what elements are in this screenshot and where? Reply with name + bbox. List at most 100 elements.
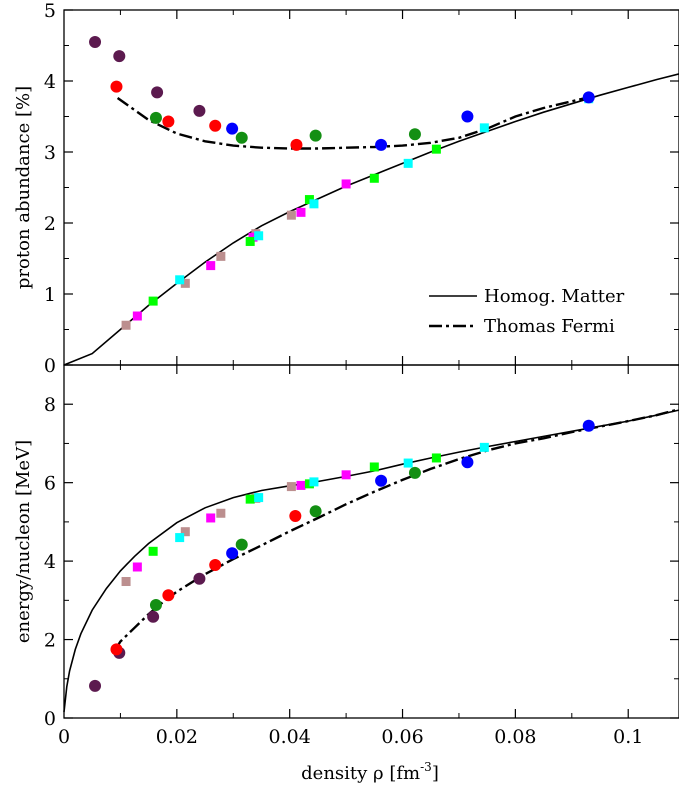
chart-panel-bottom: 0 2 4 6 8 0 0.02 0.04 0.06 0.08 0.1 energy/nucleon … — [13, 364, 679, 748]
legend-label: Homog. Matter — [484, 286, 625, 307]
y-axis-label: energy/nucleon [MeV] — [13, 440, 34, 643]
circle-marker — [461, 110, 474, 123]
square-marker — [254, 231, 264, 241]
circle-marker — [149, 599, 162, 612]
y-tick-label: 1 — [44, 284, 56, 306]
plot-frame — [63, 364, 679, 719]
circle-marker — [408, 466, 421, 479]
square-marker — [132, 311, 142, 321]
circle-marker — [226, 547, 239, 560]
x-tick-label: 0.08 — [494, 726, 536, 748]
square-marker — [304, 195, 314, 205]
circle-marker — [375, 138, 388, 151]
circle-marker — [309, 129, 322, 142]
circle-marker — [235, 131, 248, 144]
circle-marker — [461, 456, 474, 469]
square-marker — [341, 179, 351, 189]
thomas-fermi-line — [116, 96, 589, 150]
y-tick-label: 3 — [44, 142, 56, 164]
square-marker — [369, 173, 379, 183]
circle-marker — [209, 559, 222, 572]
circle-marker — [375, 474, 388, 487]
square-marker — [132, 562, 142, 572]
square-marker — [121, 320, 131, 330]
square-marker — [403, 158, 413, 168]
circle-marker — [582, 91, 595, 104]
square-marker — [245, 494, 255, 504]
square-marker — [369, 462, 379, 472]
square-marker — [479, 123, 489, 133]
x-tick-label: 0.02 — [156, 726, 198, 748]
square-marker — [206, 261, 216, 271]
square-marker — [245, 236, 255, 246]
circle-marker — [408, 128, 421, 141]
square-marker — [180, 278, 190, 288]
circle-marker — [89, 35, 102, 48]
legend-label: Thomas Fermi — [484, 316, 615, 337]
square-marker — [180, 527, 190, 537]
x-axis-label: density ρ [fm-3] — [301, 760, 439, 784]
square-marker — [309, 199, 319, 209]
circle-marker — [89, 679, 102, 692]
x-tick-label: 0.1 — [613, 726, 643, 748]
square-marker — [148, 296, 158, 306]
square-marker — [403, 458, 413, 468]
y-tick-label: 8 — [44, 394, 56, 416]
y-tick-label: 0 — [44, 355, 56, 377]
y-tick-label: 5 — [44, 0, 56, 22]
circle-marker — [309, 505, 322, 518]
y-tick-label: 4 — [44, 71, 56, 93]
square-marker — [175, 275, 185, 285]
square-marker — [296, 480, 306, 490]
square-marker — [431, 144, 441, 154]
circle-marker — [193, 572, 206, 585]
legend: Homog. Matter Thomas Fermi — [429, 286, 625, 337]
circle-marker — [149, 111, 162, 124]
y-axis-label: proton abundance [%] — [13, 86, 34, 289]
square-marker — [431, 453, 441, 463]
square-marker — [309, 477, 319, 487]
square-marker — [286, 482, 296, 492]
x-tick-label: 0.06 — [381, 726, 423, 748]
circle-marker — [110, 80, 123, 93]
y-tick-label: 6 — [44, 473, 56, 495]
x-tick-label: 0.04 — [269, 726, 311, 748]
x-axis-label-close: ] — [432, 763, 439, 784]
chart-panel-top: 0 1 2 3 4 5 proton abundance [%] Homog. Matter T… — [13, 0, 679, 377]
square-marker — [304, 479, 314, 489]
circle-marker — [582, 419, 595, 432]
square-marker — [175, 533, 185, 543]
y-tick-label: 0 — [44, 708, 56, 730]
square-marker — [148, 546, 158, 556]
square-marker — [254, 493, 264, 503]
circle-marker — [290, 138, 303, 151]
thomas-fermi-line — [113, 408, 679, 652]
square-marker — [216, 251, 226, 261]
square-marker — [479, 442, 489, 452]
square-marker — [206, 513, 216, 523]
circle-marker — [193, 104, 206, 117]
square-marker — [286, 210, 296, 220]
square-marker — [216, 508, 226, 518]
homog-matter-line — [63, 409, 679, 713]
circle-marker — [162, 115, 175, 128]
circle-marker — [151, 86, 164, 99]
circle-marker — [209, 119, 222, 132]
square-marker — [121, 577, 131, 587]
square-marker — [341, 470, 351, 480]
x-tick-label: 0 — [58, 726, 70, 748]
y-tick-label: 2 — [44, 630, 56, 652]
square-marker — [296, 207, 306, 217]
circle-marker — [113, 50, 126, 63]
circle-marker — [147, 610, 160, 623]
circle-marker — [289, 510, 302, 523]
circle-marker — [226, 122, 239, 135]
y-tick-label: 2 — [44, 213, 56, 235]
circle-marker — [235, 538, 248, 551]
circle-marker — [110, 643, 123, 656]
y-tick-label: 4 — [44, 551, 56, 573]
x-axis-label-sup: -3 — [420, 760, 432, 774]
circle-marker — [162, 589, 175, 602]
x-axis-label-main: density ρ [fm — [301, 763, 420, 784]
